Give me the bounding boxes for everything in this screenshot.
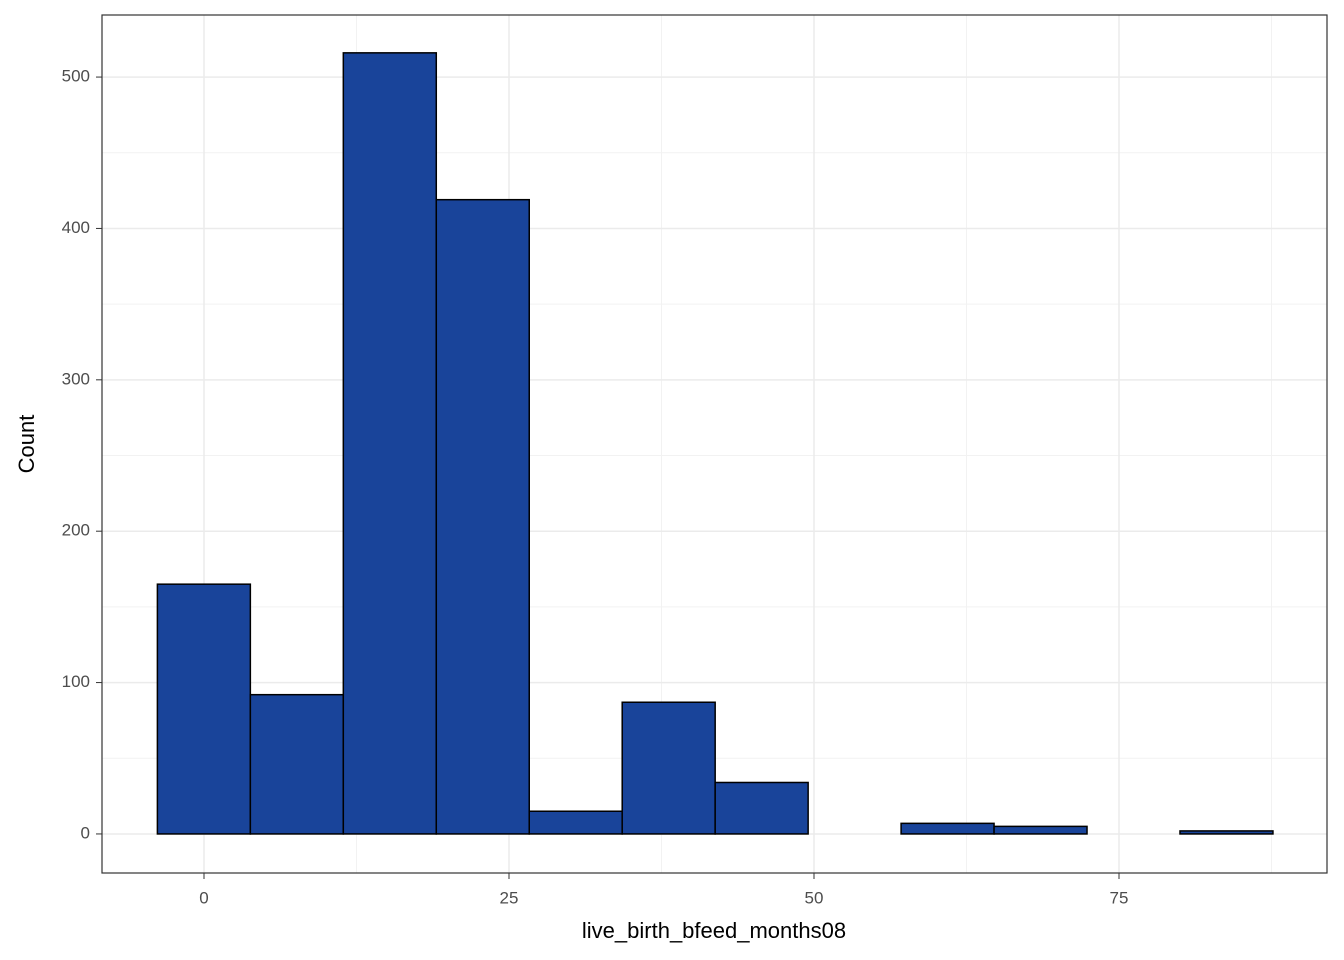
y-axis-title: Count bbox=[14, 415, 39, 474]
histogram-bar bbox=[249, 693, 345, 835]
x-tick-label: 75 bbox=[1110, 888, 1129, 907]
y-tick-label: 400 bbox=[62, 218, 90, 237]
panel-border bbox=[101, 14, 1328, 874]
y-tick-label: 100 bbox=[62, 672, 90, 691]
y-tick-label: 200 bbox=[62, 521, 90, 540]
x-tick-label: 50 bbox=[805, 888, 824, 907]
histogram-bar bbox=[528, 810, 623, 835]
y-tick-label: 0 bbox=[81, 823, 90, 842]
x-tick-label: 0 bbox=[199, 888, 208, 907]
histogram-bar bbox=[156, 583, 252, 835]
histogram-bar bbox=[900, 822, 995, 835]
histogram-bar bbox=[1179, 830, 1274, 835]
histogram-bar bbox=[342, 52, 438, 835]
x-axis-title: live_birth_bfeed_months08 bbox=[582, 918, 846, 943]
y-tick-label: 500 bbox=[62, 67, 90, 86]
histogram-bar bbox=[435, 198, 530, 835]
histogram-bar bbox=[993, 825, 1088, 835]
histogram-bar bbox=[621, 701, 716, 835]
histogram-bar bbox=[714, 781, 809, 835]
x-tick-label: 25 bbox=[500, 888, 519, 907]
y-tick-label: 300 bbox=[62, 369, 90, 388]
